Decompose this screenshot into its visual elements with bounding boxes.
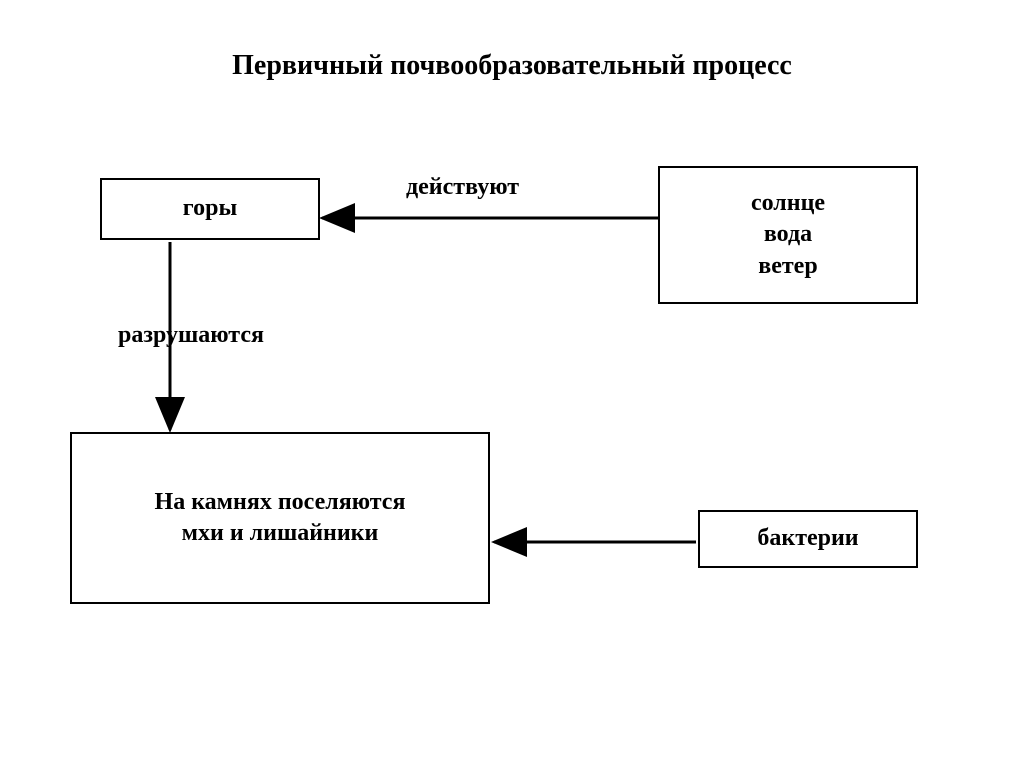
diagram-title: Первичный почвообразовательный процесс — [0, 50, 1024, 82]
node-moss-lichens: На камнях поселяются мхи и лишайники — [70, 432, 490, 604]
arrows-layer — [0, 0, 1024, 768]
edge-label-e2: разрушаются — [118, 322, 264, 349]
node-label: На камнях поселяются мхи и лишайники — [155, 487, 406, 549]
node-bacteria: бактерии — [698, 510, 918, 568]
node-mountains: горы — [100, 178, 320, 240]
edge-label-e1: действуют — [406, 174, 519, 201]
node-label: бактерии — [757, 523, 858, 554]
node-sun-water-wind: солнце вода ветер — [658, 166, 918, 304]
node-label: солнце вода ветер — [751, 188, 825, 282]
node-label: горы — [183, 193, 237, 224]
